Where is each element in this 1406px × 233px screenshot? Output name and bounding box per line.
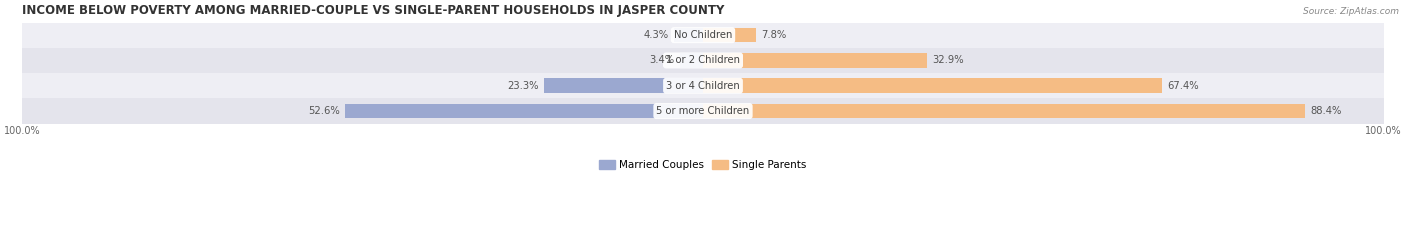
Bar: [703, 79, 1161, 93]
Text: INCOME BELOW POVERTY AMONG MARRIED-COUPLE VS SINGLE-PARENT HOUSEHOLDS IN JASPER : INCOME BELOW POVERTY AMONG MARRIED-COUPL…: [22, 4, 725, 17]
Text: 3.4%: 3.4%: [650, 55, 675, 65]
Bar: [344, 104, 703, 118]
Text: 4.3%: 4.3%: [643, 30, 668, 40]
Text: 32.9%: 32.9%: [932, 55, 965, 65]
Bar: [22, 23, 1384, 48]
Bar: [22, 73, 1384, 98]
Bar: [703, 53, 927, 68]
Text: Source: ZipAtlas.com: Source: ZipAtlas.com: [1303, 7, 1399, 16]
Text: 52.6%: 52.6%: [308, 106, 340, 116]
Legend: Married Couples, Single Parents: Married Couples, Single Parents: [595, 156, 811, 174]
Bar: [22, 98, 1384, 124]
Text: 67.4%: 67.4%: [1167, 81, 1199, 91]
Bar: [673, 28, 703, 42]
Bar: [544, 79, 703, 93]
Bar: [681, 53, 703, 68]
Bar: [22, 48, 1384, 73]
Text: 1 or 2 Children: 1 or 2 Children: [666, 55, 740, 65]
Text: 3 or 4 Children: 3 or 4 Children: [666, 81, 740, 91]
Text: 5 or more Children: 5 or more Children: [657, 106, 749, 116]
Bar: [703, 28, 756, 42]
Text: No Children: No Children: [673, 30, 733, 40]
Bar: [703, 104, 1305, 118]
Text: 88.4%: 88.4%: [1310, 106, 1341, 116]
Text: 23.3%: 23.3%: [508, 81, 538, 91]
Text: 7.8%: 7.8%: [762, 30, 787, 40]
